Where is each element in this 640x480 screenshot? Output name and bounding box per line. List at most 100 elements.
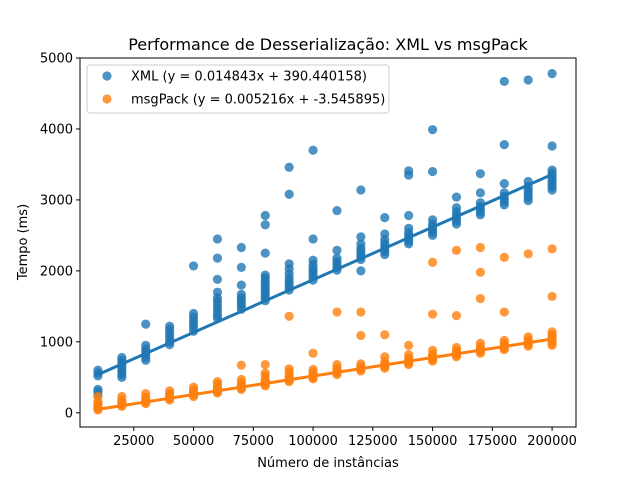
regression-line xyxy=(97,337,553,411)
data-point xyxy=(475,267,485,277)
data-point xyxy=(475,293,485,304)
legend-entry: msgPack (y = 0.005216x + -3.545895) xyxy=(131,93,385,108)
x-axis: 25000 50000 75000 100000 125000 150000 175000 2… xyxy=(113,427,577,449)
data-point xyxy=(141,340,151,350)
data-point xyxy=(212,253,223,263)
data-point xyxy=(260,270,270,280)
data-point xyxy=(308,255,318,265)
data-point xyxy=(356,232,366,242)
x-tick-label: 75000 xyxy=(233,434,274,449)
data-point xyxy=(284,162,294,172)
data-point xyxy=(427,215,438,225)
data-point xyxy=(356,330,366,341)
data-point xyxy=(356,239,366,249)
data-point xyxy=(451,245,462,255)
data-point xyxy=(475,338,485,348)
y-tick-label: 3000 xyxy=(40,193,73,208)
data-point xyxy=(547,327,557,337)
data-point xyxy=(427,166,438,177)
data-point xyxy=(332,245,342,255)
data-point xyxy=(451,342,462,353)
data-point xyxy=(404,223,414,233)
data-point xyxy=(165,386,175,396)
x-tick-label: 100000 xyxy=(288,434,338,449)
y-tick-label: 2000 xyxy=(40,264,73,279)
data-point xyxy=(117,352,127,363)
axes-frame xyxy=(79,57,577,428)
data-point xyxy=(141,389,151,399)
data-point xyxy=(188,261,199,271)
data-point xyxy=(547,291,557,302)
legend-entry: XML (y = 0.014843x + 390.440158) xyxy=(131,70,367,85)
y-tick-label: 4000 xyxy=(40,122,73,137)
data-point xyxy=(451,310,462,321)
chart-title: Performance de Desserialização: XML vs m… xyxy=(128,35,528,54)
series-xml xyxy=(93,69,557,400)
data-point xyxy=(523,249,533,259)
data-point xyxy=(284,259,294,269)
data-point xyxy=(427,345,438,355)
data-point xyxy=(308,234,318,244)
data-point xyxy=(260,359,270,370)
data-point xyxy=(356,359,366,369)
data-point xyxy=(236,262,246,272)
data-point xyxy=(356,185,366,195)
x-tick-label: 200000 xyxy=(527,434,577,449)
data-point xyxy=(356,266,366,276)
data-point xyxy=(475,169,485,179)
data-point xyxy=(141,319,151,329)
data-point xyxy=(404,210,414,221)
data-point xyxy=(93,384,103,394)
data-point xyxy=(547,141,557,151)
y-axis-label: Tempo (ms) xyxy=(16,204,31,281)
data-point xyxy=(356,307,366,317)
data-point xyxy=(404,350,414,360)
data-point xyxy=(499,76,509,87)
data-point xyxy=(212,234,223,244)
data-point xyxy=(499,139,509,150)
y-tick-label: 0 xyxy=(65,406,73,421)
data-point xyxy=(260,248,270,258)
data-point xyxy=(308,364,318,375)
data-point xyxy=(547,165,557,175)
plot-area xyxy=(93,69,557,415)
data-point xyxy=(547,69,557,79)
data-point xyxy=(427,257,438,267)
data-point xyxy=(284,189,294,199)
data-point xyxy=(380,330,390,340)
data-point xyxy=(236,242,246,253)
data-point xyxy=(260,220,270,230)
data-point xyxy=(499,307,509,317)
legend: XML (y = 0.014843x + 390.440158) msgPack … xyxy=(86,64,390,114)
x-tick-label: 50000 xyxy=(173,434,214,449)
x-tick-label: 150000 xyxy=(408,434,458,449)
y-tick-label: 1000 xyxy=(40,335,73,350)
data-point xyxy=(284,311,294,321)
data-point xyxy=(188,382,199,392)
data-point xyxy=(308,348,318,358)
data-point xyxy=(451,192,462,202)
data-point xyxy=(332,307,342,317)
data-point xyxy=(404,340,414,350)
data-point xyxy=(499,252,509,262)
data-point xyxy=(284,364,294,374)
data-point xyxy=(236,289,246,299)
data-point xyxy=(117,391,127,402)
data-point xyxy=(404,166,414,176)
data-point xyxy=(380,229,390,239)
data-point xyxy=(475,188,485,198)
x-axis-label: Número de instâncias xyxy=(257,456,399,471)
data-point xyxy=(475,242,485,253)
data-point xyxy=(165,321,175,331)
legend-marker xyxy=(102,71,112,81)
data-point xyxy=(188,308,199,319)
data-point xyxy=(212,376,223,387)
data-point xyxy=(236,360,246,370)
y-axis: 0 1000 2000 3000 4000 5000 xyxy=(40,52,80,421)
x-tick-label: 175000 xyxy=(468,434,518,449)
data-point xyxy=(236,374,246,385)
data-point xyxy=(523,75,533,85)
data-point xyxy=(451,203,462,213)
y-tick-label: 5000 xyxy=(40,52,73,67)
